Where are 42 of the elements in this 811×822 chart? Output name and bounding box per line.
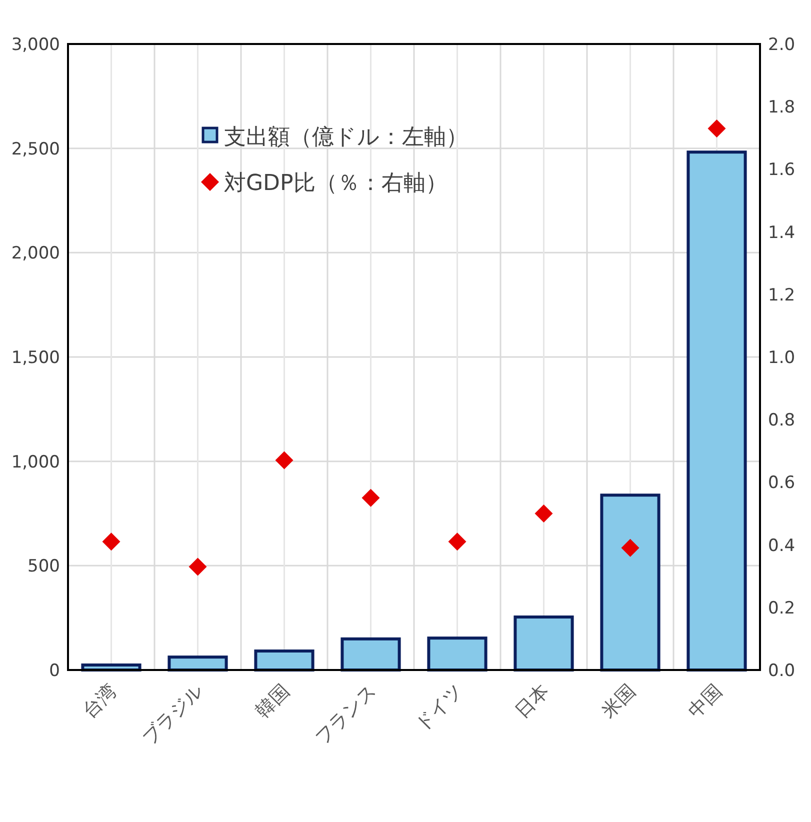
y2-tick-label: 0.4 [768,536,796,556]
bar [514,616,574,672]
y2-tick-label: 0.0 [768,661,796,681]
point [275,451,294,470]
y2-tick-label: 0.8 [768,410,796,431]
bar [686,150,747,672]
y2-tick-label: 1.2 [768,285,796,306]
y2-tick-label: 1.4 [768,222,796,243]
y2-tick-label: 1.6 [768,160,796,180]
point [534,504,553,522]
y2-tick-label: 2.0 [768,35,796,55]
bar [600,494,660,672]
bar [340,637,401,672]
point [188,558,207,576]
y2-tick-label: 0.2 [768,598,796,618]
point [362,488,380,507]
y2-tick-label: 1.8 [768,98,796,118]
legend-label: 対GDP比（％：右軸） [224,171,448,196]
x-tick-label: 韓国 [251,680,294,722]
point [621,538,640,557]
x-tick-label: 米国 [597,680,640,722]
x-tick-label: フランス [310,680,380,750]
y-tick-label: 3,000 [11,35,60,55]
x-tick-label: 日本 [510,680,554,722]
y-tick-label: 1,000 [11,452,60,472]
x-tick-label: ブラジル [138,680,208,750]
y-tick-label: 2,000 [11,244,60,264]
point [708,120,726,138]
point [448,532,466,551]
y-tick-label: 0 [49,661,60,681]
x-tick-label: 中国 [684,680,726,722]
point [102,532,120,551]
bar [254,650,314,672]
y-tick-label: 1,500 [11,348,60,368]
legend-label: 支出額（億ドル：左軸） [224,125,468,150]
y2-tick-label: 0.6 [768,473,796,494]
x-tick-label: ドイツ [410,680,467,736]
x-tick-label: 台湾 [78,680,121,722]
y-tick-label: 2,500 [11,139,60,160]
y-tick-label: 500 [28,556,60,577]
y2-tick-label: 1.0 [768,348,796,368]
bar [427,636,488,672]
